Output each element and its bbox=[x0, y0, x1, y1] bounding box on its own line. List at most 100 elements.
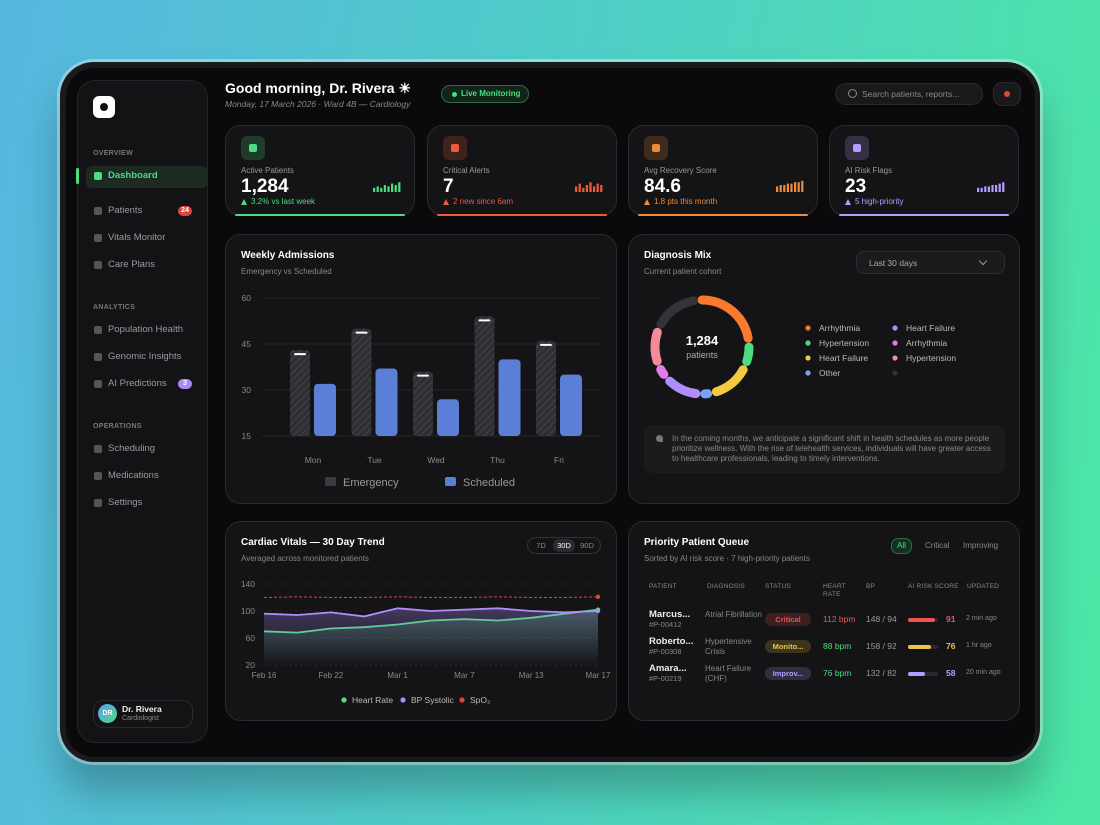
queue-card bbox=[628, 521, 1020, 721]
heart-rate: 88 bpm bbox=[823, 641, 852, 651]
kpi-card bbox=[225, 125, 415, 216]
kpi-delta: 1.8 pts this month bbox=[654, 197, 718, 206]
kpi-delta: 5 high-priority bbox=[855, 197, 904, 206]
risk-score: 76 bbox=[946, 641, 956, 651]
patient-id: #P-00308 bbox=[649, 647, 682, 656]
date-line: Monday, 17 March 2026 · Ward 4B — Cardio… bbox=[225, 99, 411, 109]
nav-icon bbox=[94, 499, 102, 507]
kpi-value: 1,284 bbox=[241, 176, 289, 197]
user-card bbox=[93, 700, 193, 728]
nav-icon bbox=[94, 261, 102, 269]
diagnosis: Atrial Fibrillation bbox=[705, 610, 762, 619]
range-button[interactable]: 30D bbox=[553, 539, 575, 552]
patient-name[interactable]: Roberto... bbox=[649, 636, 694, 647]
risk-score: 58 bbox=[946, 668, 956, 678]
nav-item[interactable]: Medications bbox=[108, 470, 159, 481]
insight-note bbox=[644, 425, 1005, 473]
patient-id: #P-00412 bbox=[649, 620, 682, 629]
risk-bar bbox=[908, 645, 931, 649]
nav-icon bbox=[94, 445, 102, 453]
sidebar bbox=[77, 80, 208, 743]
filter-tab[interactable]: Improving bbox=[963, 541, 999, 550]
search-icon bbox=[848, 89, 857, 98]
kpi-icon-glyph bbox=[853, 144, 861, 152]
filter-dropdown[interactable] bbox=[856, 251, 1005, 274]
kpi-icon-glyph bbox=[451, 144, 459, 152]
kpi-accent bbox=[437, 214, 607, 216]
kpi-label: Active Patients bbox=[241, 166, 294, 175]
range-button[interactable]: 7D bbox=[536, 541, 546, 550]
nav-section-label: OPERATIONS bbox=[93, 423, 142, 430]
admissions-card bbox=[225, 234, 617, 504]
nav-active-bar bbox=[76, 168, 79, 184]
risk-bar bbox=[908, 672, 926, 676]
nav-item[interactable]: Care Plans bbox=[108, 259, 155, 270]
patient-name[interactable]: Marcus... bbox=[649, 609, 691, 620]
nav-icon bbox=[94, 380, 102, 388]
status-pill bbox=[441, 85, 529, 103]
column-header: UPDATED bbox=[967, 583, 999, 590]
kpi-label: Avg Recovery Score bbox=[644, 166, 717, 175]
nav-icon bbox=[94, 353, 102, 361]
greeting: Good morning, Dr. Rivera ☀ bbox=[225, 80, 412, 96]
user-name: Dr. Rivera bbox=[122, 704, 162, 714]
nav-section-label: OVERVIEW bbox=[93, 150, 134, 157]
user-avatar: DR bbox=[98, 704, 117, 723]
diagnosis: Heart Failure (CHF) bbox=[705, 664, 752, 683]
kpi-card bbox=[427, 125, 617, 216]
blood-pressure: 148 / 94 bbox=[866, 614, 897, 624]
updated: 2 min ago bbox=[966, 615, 997, 622]
updated: 1 hr ago bbox=[966, 642, 992, 649]
nav-item[interactable]: AI Predictions bbox=[108, 378, 167, 389]
kpi-accent bbox=[235, 214, 405, 216]
nav-section-label: ANALYTICS bbox=[93, 304, 136, 311]
queue-subtitle: Sorted by AI risk score · 7 high-priorit… bbox=[644, 554, 810, 563]
filter-label: Last 30 days bbox=[869, 258, 918, 268]
kpi-delta-icon bbox=[241, 199, 247, 205]
range-button[interactable]: 90D bbox=[580, 541, 594, 550]
filter-tab[interactable]: Critical bbox=[925, 541, 950, 550]
status-pill: Improv... bbox=[765, 667, 811, 680]
nav-item[interactable]: Scheduling bbox=[108, 443, 156, 454]
nav-icon bbox=[94, 472, 102, 480]
kpi-delta-icon bbox=[644, 199, 650, 205]
notification-dot bbox=[1004, 91, 1010, 97]
search-box[interactable] bbox=[835, 83, 983, 105]
user-role: Cardiologist bbox=[122, 715, 159, 722]
kpi-value: 7 bbox=[443, 176, 454, 197]
heart-rate: 112 bpm bbox=[823, 614, 856, 624]
notification-button[interactable] bbox=[993, 82, 1021, 106]
nav-icon bbox=[94, 326, 102, 334]
updated: 20 min ago bbox=[966, 669, 1001, 676]
diagnosis: Hypertensive Crisis bbox=[705, 637, 752, 656]
nav-icon bbox=[94, 234, 102, 242]
column-header: BP bbox=[866, 583, 876, 590]
patient-name[interactable]: Amara... bbox=[649, 663, 687, 674]
kpi-value: 23 bbox=[845, 176, 867, 197]
kpi-delta: 3.2% vs last week bbox=[251, 197, 316, 206]
logo-mark bbox=[100, 103, 108, 111]
nav-item[interactable]: Settings bbox=[108, 497, 143, 508]
nav-item[interactable]: Vitals Monitor bbox=[108, 232, 166, 243]
blood-pressure: 158 / 92 bbox=[866, 641, 897, 651]
kpi-label: AI Risk Flags bbox=[845, 166, 893, 175]
status-pill: Monito... bbox=[765, 640, 811, 653]
kpi-delta: 2 new since 6am bbox=[453, 197, 514, 206]
kpi-icon-glyph bbox=[652, 144, 660, 152]
nav-item[interactable]: Population Health bbox=[108, 324, 183, 335]
kpi-accent bbox=[839, 214, 1009, 216]
filter-tab[interactable]: All bbox=[891, 538, 912, 554]
nav-icon bbox=[94, 207, 102, 215]
kpi-icon-glyph bbox=[249, 144, 257, 152]
kpi-accent bbox=[638, 214, 808, 216]
status-dot bbox=[452, 92, 457, 97]
nav-item[interactable]: Dashboard bbox=[108, 170, 158, 181]
nav-item[interactable]: Patients bbox=[108, 205, 143, 216]
kpi-value: 84.6 bbox=[644, 176, 681, 197]
kpi-label: Critical Alerts bbox=[443, 166, 490, 175]
nav-icon bbox=[94, 172, 102, 180]
nav-item[interactable]: Genomic Insights bbox=[108, 351, 182, 362]
risk-bar bbox=[908, 618, 936, 622]
